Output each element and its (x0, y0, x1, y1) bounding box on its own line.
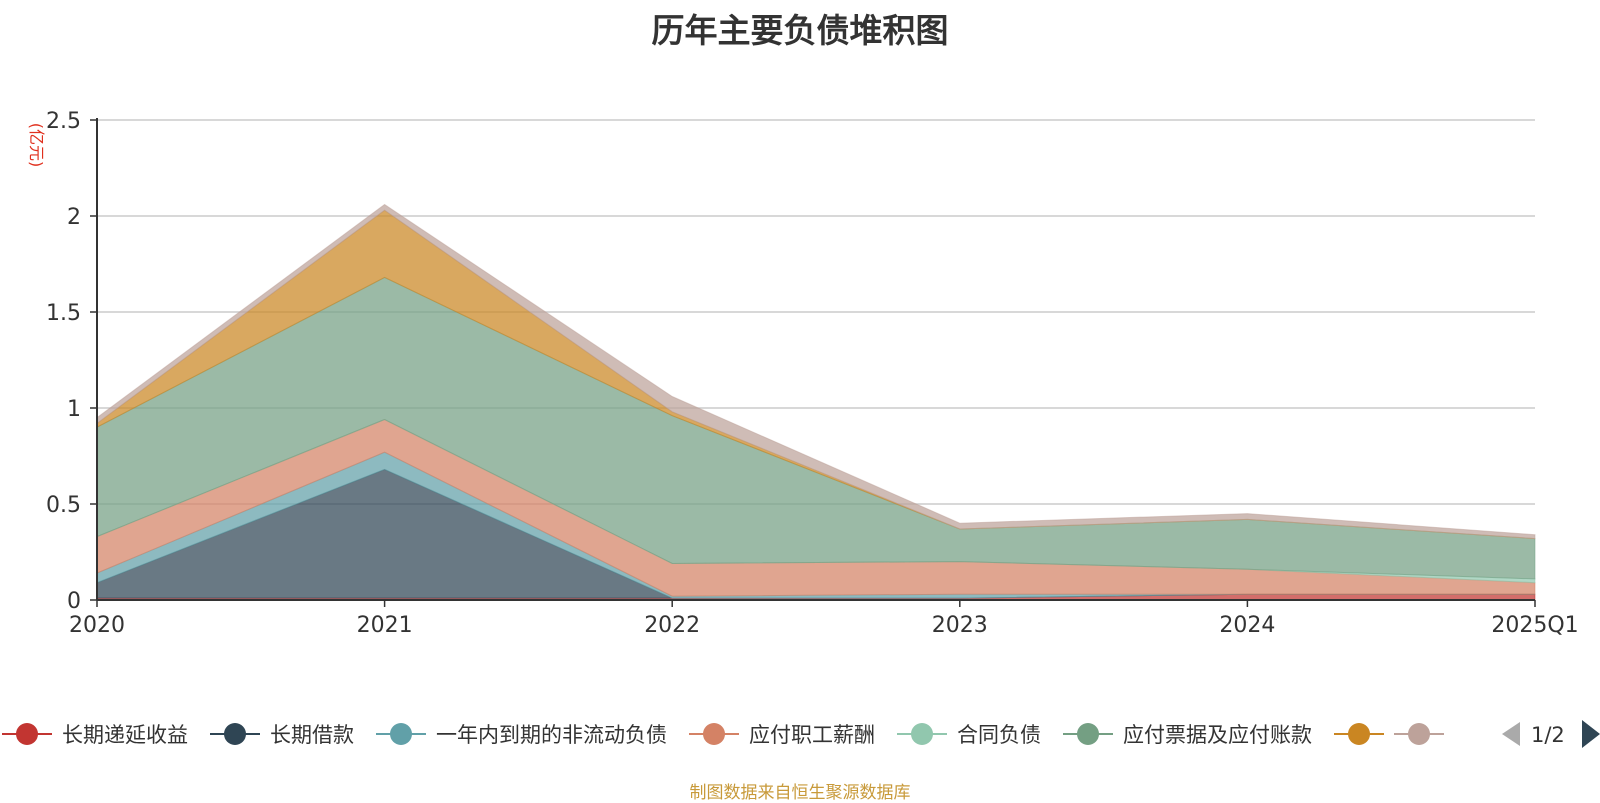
x-tick-label: 2025Q1 (1491, 613, 1578, 638)
legend-item-2[interactable]: 一年内到期的非流动负债 (376, 723, 667, 747)
legend-item-3[interactable]: 应付职工薪酬 (689, 723, 875, 747)
legend-item-5[interactable]: 应付票据及应付账款 (1063, 723, 1312, 747)
legend-label: 应付票据及应付账款 (1123, 723, 1312, 747)
legend: 长期递延收益 长期借款 一年内到期的非流动负债 应付职工薪酬 合同负债 应付票据及应付账款… (2, 720, 1600, 748)
legend-item-1[interactable]: 长期借款 (210, 723, 354, 747)
source-note: 制图数据来自恒生聚源数据库 (689, 783, 911, 803)
x-tick-label: 2021 (357, 613, 413, 638)
legend-label: 合同负债 (957, 723, 1041, 747)
legend-marker (703, 723, 725, 745)
y-tick-label: 1 (67, 397, 81, 422)
x-tick-label: 2022 (644, 613, 700, 638)
legend-prev-page-icon[interactable] (1502, 722, 1520, 746)
legend-item-7[interactable] (1394, 723, 1444, 745)
legend-marker (1408, 723, 1430, 745)
x-tick-label: 2023 (932, 613, 988, 638)
legend-marker (390, 723, 412, 745)
legend-label: 一年内到期的非流动负债 (436, 723, 667, 747)
legend-marker (16, 723, 38, 745)
y-tick-label: 2 (67, 205, 81, 230)
y-axis-unit-label: (亿元) (27, 123, 46, 168)
legend-marker (1348, 723, 1370, 745)
chart-title: 历年主要负债堆积图 (651, 11, 949, 50)
y-tick-label: 1.5 (46, 301, 81, 326)
legend-marker (224, 723, 246, 745)
x-tick-label: 2024 (1219, 613, 1275, 638)
y-tick-label: 0 (67, 589, 81, 614)
y-tick-label: 0.5 (46, 493, 81, 518)
legend-page-indicator: 1/2 (1531, 723, 1565, 747)
legend-item-6[interactable] (1334, 723, 1384, 745)
legend-label: 长期递延收益 (62, 723, 188, 747)
axes: 0 0.5 1 1.5 2 2.5 2020 2021 2022 2023 2024 2025Q1 (亿… (27, 109, 1579, 638)
legend-label: 应付职工薪酬 (749, 723, 875, 747)
legend-item-0[interactable]: 长期递延收益 (2, 723, 188, 747)
area-series (96, 203, 1536, 601)
area-series-7 (96, 203, 1536, 540)
legend-marker (1077, 723, 1099, 745)
legend-marker (911, 723, 933, 745)
legend-label: 长期借款 (270, 723, 354, 747)
legend-next-page-icon[interactable] (1582, 720, 1600, 748)
x-tick-label: 2020 (69, 613, 125, 638)
y-tick-label: 2.5 (46, 109, 81, 134)
legend-item-4[interactable]: 合同负债 (897, 723, 1041, 747)
